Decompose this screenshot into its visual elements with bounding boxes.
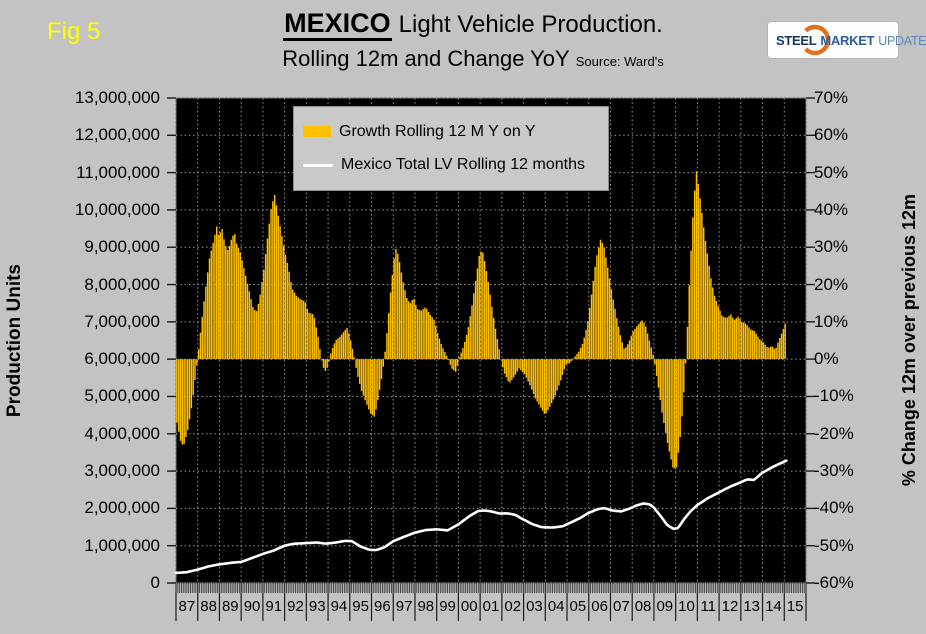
title-line-2: Rolling 12m and Change YoY Source: Ward's (60, 46, 886, 72)
legend-label: Growth Rolling 12 M Y on Y (339, 122, 536, 140)
logo-arc-icon (799, 24, 831, 56)
legend: Growth Rolling 12 M Y on Y Mexico Total L… (293, 106, 609, 191)
logo-word-steel: STEEL (776, 32, 817, 48)
legend-item: Growth Rolling 12 M Y on Y (294, 123, 608, 141)
logo-word-update: UPDATE (878, 33, 926, 48)
figure-label: Fig 5 (47, 18, 101, 45)
legend-item: Mexico Total LV Rolling 12 months (294, 156, 608, 174)
legend-line-swatch (303, 163, 333, 167)
chart-title: MEXICO Light Vehicle Production. Rolling … (60, 8, 886, 72)
steel-market-update-logo: STEEL MARKET UPDATE (768, 22, 926, 58)
line-series (174, 459, 788, 575)
logo-word-market: MARKET (820, 32, 875, 48)
title-subtitle: Rolling 12m and Change YoY (282, 46, 570, 71)
title-source: Source: Ward's (575, 54, 664, 69)
bar-series (176, 171, 786, 469)
title-rest: Light Vehicle Production. (398, 11, 663, 38)
legend-bar-swatch (303, 126, 331, 138)
legend-label: Mexico Total LV Rolling 12 months (341, 156, 585, 174)
title-country: MEXICO (283, 8, 392, 41)
title-line-1: MEXICO Light Vehicle Production. (60, 8, 886, 41)
monthly-minor-ticks (175, 583, 807, 593)
logo-text: STEEL MARKET UPDATE (776, 33, 926, 48)
